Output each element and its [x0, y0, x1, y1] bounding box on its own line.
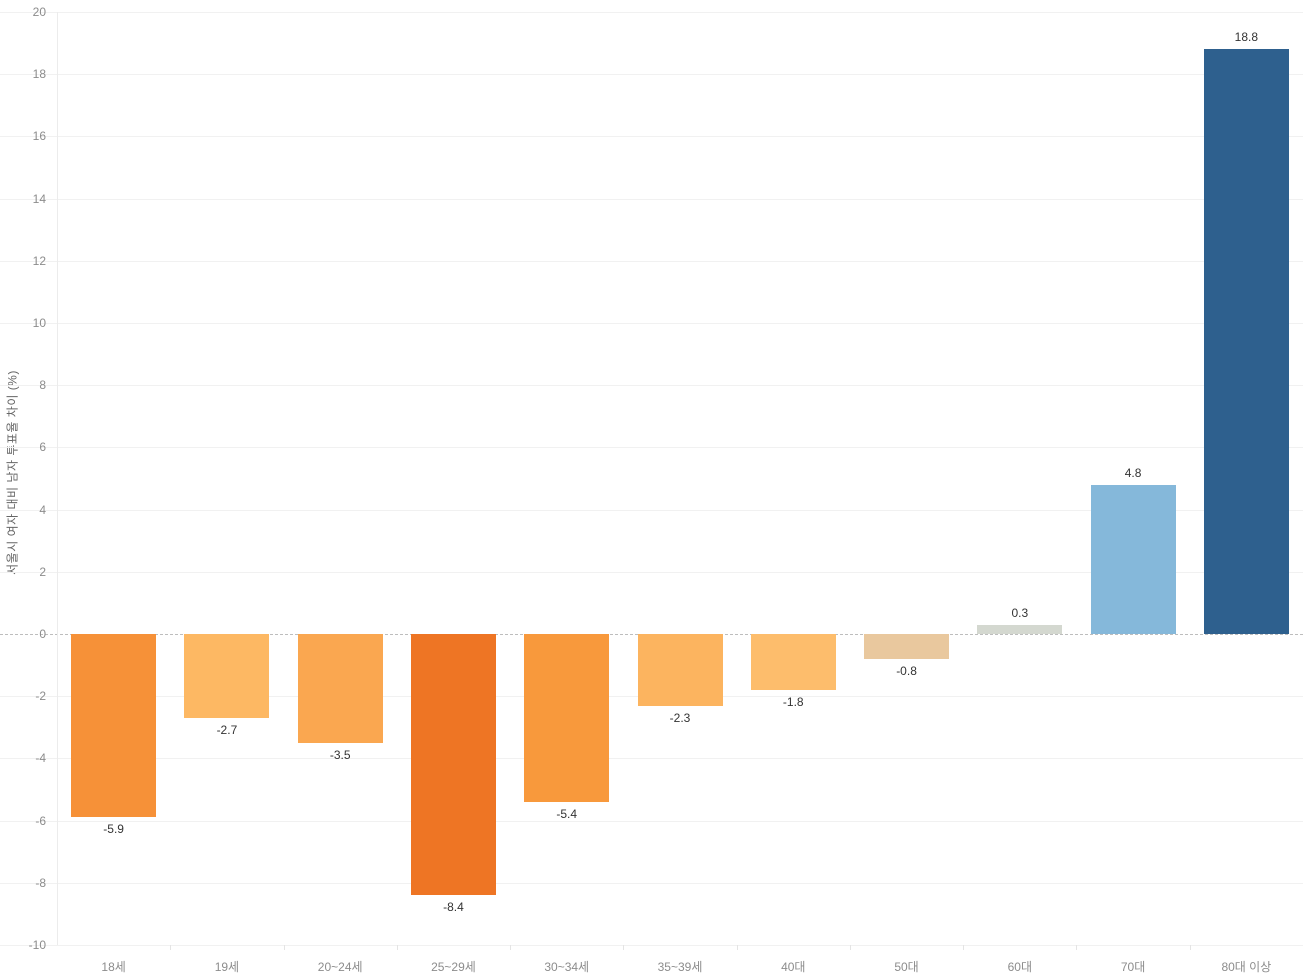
- y-tick-label: 8: [39, 378, 46, 393]
- gridline: [0, 945, 1303, 946]
- gridline: [0, 820, 1303, 822]
- x-tick-label: 40대: [781, 960, 806, 974]
- bar-value-label: 4.8: [1124, 465, 1142, 480]
- y-axis-line: [57, 12, 58, 945]
- gridline: [0, 323, 1303, 324]
- y-tick-label: -10: [28, 938, 46, 952]
- bar-value-label: 0.3: [1011, 605, 1029, 620]
- bar-18세[interactable]: [71, 634, 157, 818]
- bar-20~24세[interactable]: [297, 634, 383, 743]
- bar-value-label: -8.4: [443, 900, 464, 915]
- x-tick-label: 18세: [101, 960, 126, 974]
- bar-value-label: -1.8: [782, 694, 804, 709]
- gridline: [0, 260, 1303, 262]
- bar-40대[interactable]: [750, 634, 836, 690]
- y-tick-label: -6: [35, 813, 46, 828]
- x-tick-label: 30~34세: [544, 960, 590, 974]
- bar-value-label: -3.5: [329, 747, 351, 762]
- category-divider-tick: [1189, 945, 1191, 950]
- gridline: [0, 74, 1303, 76]
- category-divider-tick: [170, 945, 172, 950]
- gridline: [0, 509, 1303, 511]
- x-tick-label: 25~29세: [431, 960, 476, 974]
- gridline: [0, 385, 1303, 387]
- gridline: [0, 136, 1303, 138]
- category-divider-tick: [963, 945, 965, 950]
- y-tick-label: 14: [32, 191, 46, 206]
- plot-area: -5.9 -2.7 -3.5 -8.4 -5.4 -2.3 -1.8 -0.8 0.3 4.8 18…: [57, 0, 1303, 978]
- category-divider-tick: [510, 945, 512, 950]
- bar-80대 이상[interactable]: [1203, 49, 1289, 634]
- gridline: [0, 758, 1303, 760]
- bar-value-label: -2.3: [669, 710, 691, 725]
- bar-value-label: -2.7: [216, 722, 238, 737]
- y-tick-label: 16: [32, 129, 46, 144]
- y-tick-label: 2: [39, 564, 46, 579]
- y-tick-label: 0: [39, 627, 46, 641]
- y-tick-label: 20: [32, 5, 46, 19]
- y-tick-label: 6: [39, 440, 46, 455]
- x-tick-label: 20~24세: [317, 960, 363, 974]
- category-divider-tick: [623, 945, 625, 950]
- bar-25~29세[interactable]: [410, 634, 496, 896]
- category-divider-tick: [396, 945, 398, 950]
- bar-50대[interactable]: [864, 634, 950, 659]
- bar-35~39세[interactable]: [637, 634, 723, 706]
- gridline: [0, 198, 1303, 200]
- gridline: [0, 571, 1303, 573]
- y-tick-label: -2: [35, 689, 46, 704]
- gridline: [0, 447, 1303, 449]
- category-divider-tick: [736, 945, 738, 950]
- y-tick-label: -4: [35, 751, 46, 766]
- bar-value-label: -0.8: [896, 663, 917, 678]
- x-tick-label: 50대: [894, 960, 919, 974]
- gridline: [0, 882, 1303, 884]
- x-tick-label: 60대: [1007, 960, 1033, 974]
- category-divider-tick: [1076, 945, 1078, 950]
- y-tick-label: 4: [39, 502, 46, 517]
- bar-60대[interactable]: [977, 624, 1063, 634]
- x-tick-label: 19세: [214, 960, 240, 974]
- y-tick-label: 12: [32, 253, 46, 268]
- bar-30~34세[interactable]: [524, 634, 610, 802]
- gridline: [0, 12, 1303, 13]
- y-tick-label: 10: [32, 316, 46, 330]
- x-tick-label: 70대: [1120, 960, 1146, 974]
- bar-value-label: 18.8: [1234, 30, 1259, 45]
- bar-value-label: -5.9: [103, 822, 124, 837]
- category-divider-tick: [849, 945, 851, 950]
- y-tick-label: -8: [35, 875, 46, 890]
- bar-70대[interactable]: [1090, 484, 1176, 634]
- bar-value-label: -5.4: [556, 806, 578, 821]
- bar-19세[interactable]: [184, 634, 270, 718]
- y-tick-label: 18: [32, 67, 46, 82]
- x-tick-label: 35~39세: [657, 960, 703, 974]
- x-tick-label: 80대 이상: [1221, 960, 1272, 974]
- category-divider-tick: [283, 945, 285, 950]
